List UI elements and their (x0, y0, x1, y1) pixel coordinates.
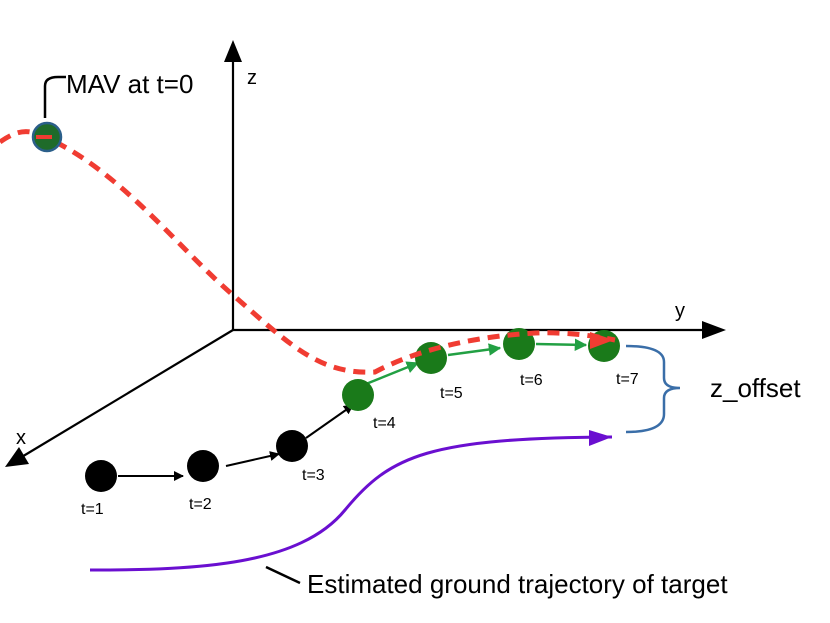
arrow-t5-t6 (447, 343, 502, 357)
mav-callout-line (43, 75, 66, 118)
mav-trajectory-arrowhead (590, 332, 614, 349)
arrow-t2-t3 (225, 451, 280, 467)
predicted-point-t5 (415, 342, 447, 374)
mav-label: MAV at t=0 (66, 69, 193, 99)
y-axis-arrowhead (702, 321, 726, 339)
time-label-t7: t=7 (616, 371, 639, 388)
z-axis-arrowhead (224, 40, 242, 62)
arrow-t4-t5 (365, 361, 420, 386)
x-axis-label: x (16, 427, 26, 449)
target-point-t2 (187, 450, 219, 482)
y-axis-label: y (675, 300, 685, 322)
time-label-t6: t=6 (520, 372, 543, 389)
ground-trajectory-arrowhead (589, 430, 612, 446)
z-offset-label: z_offset (710, 373, 801, 403)
time-label-t3: t=3 (302, 467, 325, 484)
time-label-t1: t=1 (81, 501, 104, 518)
target-point-t1 (85, 460, 117, 492)
ground-trajectory-line (89, 435, 613, 572)
ground-trajectory-label: Estimated ground trajectory of target (307, 569, 728, 599)
predicted-point-t4 (342, 379, 374, 411)
z-axis-label: z (247, 67, 257, 89)
z-offset-brace (625, 344, 681, 434)
ground-trajectory-callout-line (265, 565, 301, 585)
arrow-t3-t4 (305, 404, 354, 439)
x-axis-arrowhead (5, 447, 29, 467)
time-label-t2: t=2 (189, 496, 212, 513)
arrow-t6-t7 (535, 338, 588, 352)
mav-trajectory-line (0, 129, 616, 375)
target-point-t3 (276, 430, 308, 462)
x-axis (19, 329, 234, 459)
time-label-t5: t=5 (440, 385, 463, 402)
time-label-t4: t=4 (373, 415, 396, 432)
